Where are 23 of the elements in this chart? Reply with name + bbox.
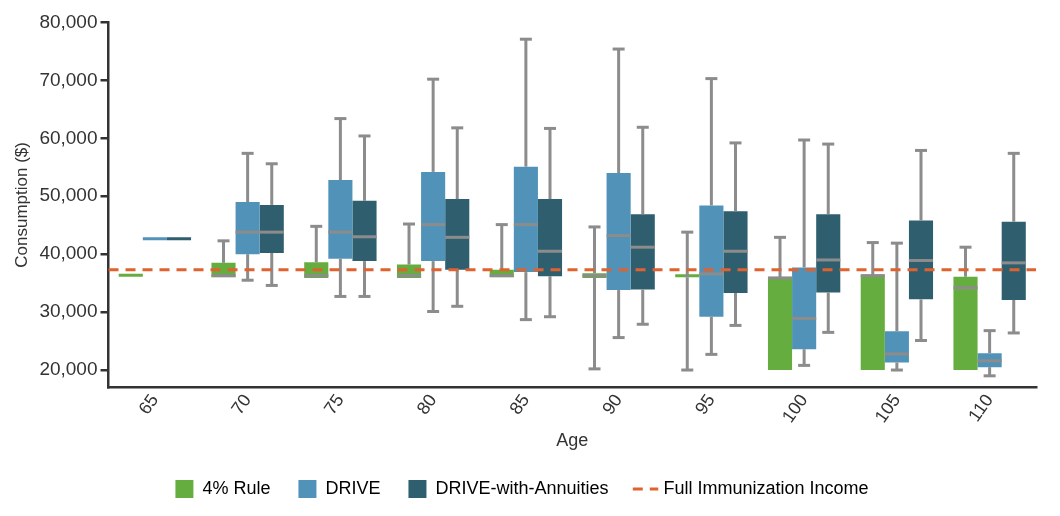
legend-label: 4% Rule bbox=[202, 477, 271, 498]
x-tick-label: 90 bbox=[598, 390, 626, 419]
x-axis-title: Age bbox=[556, 430, 589, 451]
legend-label: DRIVE bbox=[325, 477, 381, 498]
y-tick-label: 50,000 bbox=[39, 184, 98, 206]
x-tick-label: 95 bbox=[690, 390, 719, 419]
y-tick-label: 70,000 bbox=[39, 68, 98, 90]
y-axis-title: Consumption ($) bbox=[11, 142, 31, 268]
y-tick-label: 60,000 bbox=[39, 126, 98, 148]
y-tick-label: 20,000 bbox=[39, 358, 98, 380]
y-tick-label: 40,000 bbox=[39, 242, 98, 264]
y-tick-label: 30,000 bbox=[39, 300, 98, 322]
legend-label: Full Immunization Income bbox=[663, 477, 869, 498]
x-tick-label: 65 bbox=[134, 390, 163, 419]
x-tick-label: 75 bbox=[319, 390, 348, 419]
y-tick-label: 80,000 bbox=[39, 10, 98, 32]
x-tick-label: 80 bbox=[412, 390, 441, 419]
x-tick-label: 100 bbox=[777, 390, 812, 427]
x-tick-label: 85 bbox=[505, 390, 534, 419]
legend-label: DRIVE-with-Annuities bbox=[435, 477, 609, 498]
x-tick-label: 110 bbox=[964, 390, 997, 426]
x-tick-label: 70 bbox=[227, 390, 255, 419]
x-tick-label: 105 bbox=[870, 390, 905, 427]
